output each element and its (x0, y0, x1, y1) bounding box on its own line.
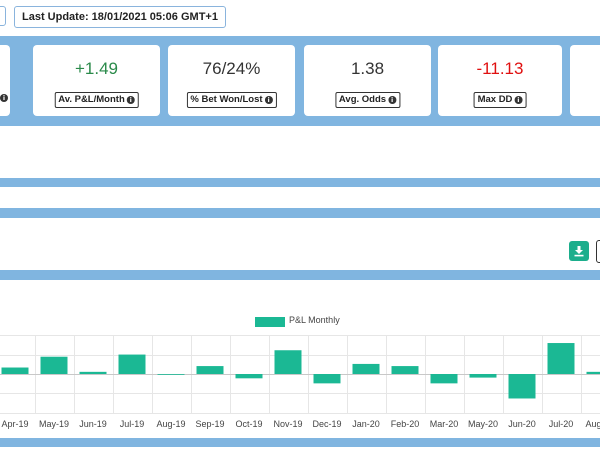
chart-bar[interactable] (40, 356, 68, 374)
x-tick-label: May-20 (468, 419, 498, 429)
pl-monthly-chart: Apr-19 May-19 Jun-19 Jul-19 Aug-19 Sep-19 Oct-… (0, 335, 600, 429)
x-tick-label: Jun-19 (79, 419, 107, 429)
x-tick-label: Oct-19 (235, 419, 262, 429)
stat-value: 1.38 (350, 59, 385, 78)
x-tick-label: Aug-19 (156, 419, 185, 429)
x-tick-label: Sep-19 (195, 419, 224, 429)
stat-label-text: Max DD (477, 94, 513, 105)
chart-bar[interactable] (79, 371, 107, 374)
info-icon: i (126, 96, 135, 104)
chart-option-button[interactable] (596, 240, 600, 263)
section-divider (0, 270, 600, 280)
x-tick-label: May-19 (39, 419, 69, 429)
x-tick-label: Jul-19 (120, 419, 145, 429)
stat-card-avg-pl-month: +1.49 Av. P&L/Month i (33, 45, 160, 116)
stat-card-max-dd: -11.13 Max DD i (438, 45, 562, 116)
legend-swatch[interactable] (255, 317, 285, 327)
x-tick-label: Dec-19 (312, 419, 341, 429)
chart-bar[interactable] (430, 374, 458, 384)
x-tick-label: Aug-20 (585, 419, 600, 429)
stat-card-partial-left: i (0, 45, 10, 116)
stat-label-text: % Bet Won/Lost (190, 94, 263, 105)
info-icon: i (388, 96, 397, 104)
x-tick-label: Nov-19 (273, 419, 302, 429)
download-icon (574, 246, 584, 257)
stat-label[interactable]: Av. P&L/Month i (54, 92, 139, 108)
chart-bar[interactable] (196, 366, 224, 374)
chart-bar[interactable] (157, 374, 185, 375)
section-divider (0, 178, 600, 187)
stat-label-text: Av. P&L/Month (58, 94, 125, 105)
section-divider (0, 438, 600, 447)
last-update-badge: Last Update: 18/01/2021 05:06 GMT+1 (14, 6, 226, 28)
download-button[interactable] (569, 241, 589, 261)
x-tick-label: Jan-20 (352, 419, 380, 429)
chart-bar[interactable] (118, 354, 146, 374)
info-icon: i (514, 96, 523, 104)
x-tick-label: Jul-20 (549, 419, 574, 429)
x-tick-label: Feb-20 (391, 419, 420, 429)
chart-bar[interactable] (547, 343, 575, 374)
stat-label[interactable]: Max DD i (473, 92, 527, 108)
info-icon: i (264, 96, 273, 104)
stat-label[interactable]: Avg. Odds i (334, 92, 401, 108)
chart-bar[interactable] (586, 371, 600, 374)
info-icon[interactable]: i (0, 94, 8, 102)
chart-bar[interactable] (274, 350, 302, 374)
stat-value: 76/24% (202, 59, 261, 78)
legend-label[interactable]: P&L Monthly (289, 315, 340, 325)
x-tick-label: Jun-20 (508, 419, 536, 429)
stat-card-avg-odds: 1.38 Avg. Odds i (304, 45, 431, 116)
chart-bar[interactable] (352, 363, 380, 374)
chart-bar[interactable] (508, 374, 536, 399)
x-tick-label: Mar-20 (430, 419, 459, 429)
section-divider (0, 208, 600, 218)
chart-bar[interactable] (469, 374, 497, 378)
chart-bar[interactable] (1, 367, 29, 374)
stat-card-partial-right (570, 45, 600, 116)
chart-bar[interactable] (391, 366, 419, 374)
stat-value: +1.49 (74, 59, 118, 78)
stat-card-bet-won-lost: 76/24% % Bet Won/Lost i (168, 45, 295, 116)
stat-label[interactable]: % Bet Won/Lost i (186, 92, 277, 108)
previous-control-button[interactable] (0, 6, 6, 26)
chart-bar[interactable] (235, 374, 263, 379)
chart-bar[interactable] (313, 374, 341, 384)
stat-label-text: Avg. Odds (338, 94, 387, 105)
x-tick-label: Apr-19 (1, 419, 28, 429)
stat-value: -11.13 (476, 59, 524, 78)
